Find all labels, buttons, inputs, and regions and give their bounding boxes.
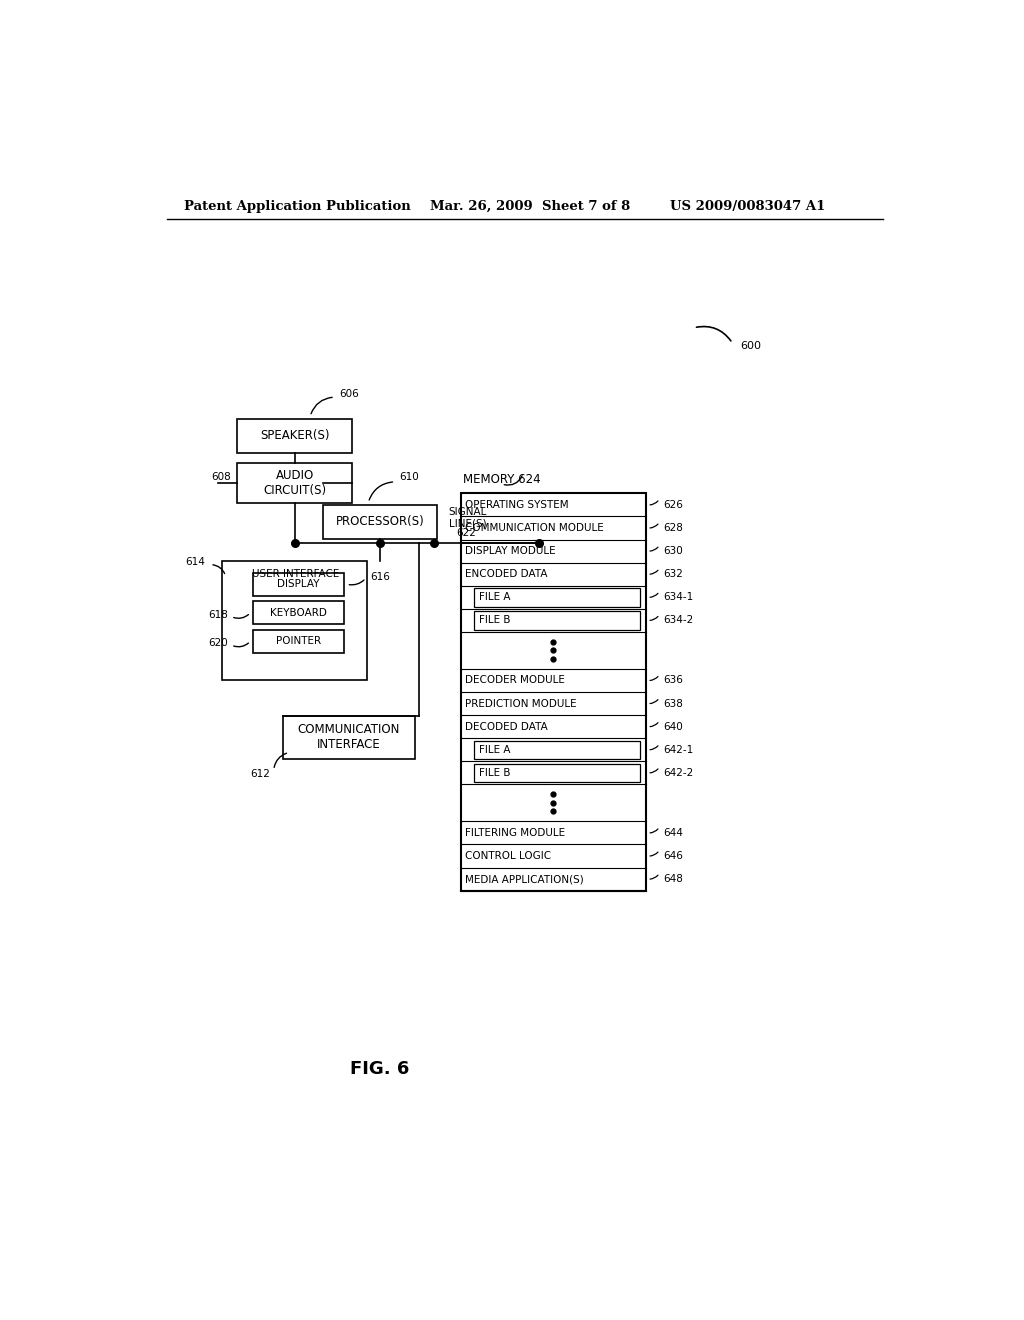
Text: Mar. 26, 2009  Sheet 7 of 8: Mar. 26, 2009 Sheet 7 of 8	[430, 199, 631, 213]
Text: FILTERING MODULE: FILTERING MODULE	[465, 828, 565, 838]
Text: SIGNAL
LINE(S): SIGNAL LINE(S)	[449, 507, 487, 529]
Bar	[222, 561, 368, 680]
Text: 622: 622	[457, 528, 476, 539]
Text: 642-1: 642-1	[663, 744, 693, 755]
Text: 648: 648	[663, 874, 683, 884]
Text: 618: 618	[208, 610, 227, 620]
Text: 628: 628	[663, 523, 683, 533]
Text: 630: 630	[663, 546, 683, 556]
Text: FILE B: FILE B	[479, 615, 511, 626]
Text: 614: 614	[185, 557, 205, 568]
Text: FIG. 6: FIG. 6	[350, 1060, 410, 1077]
Text: 620: 620	[208, 639, 227, 648]
Text: 636: 636	[663, 676, 683, 685]
Bar	[283, 717, 415, 759]
Text: DISPLAY: DISPLAY	[278, 579, 319, 589]
Text: 600: 600	[740, 342, 761, 351]
Text: FILE A: FILE A	[479, 593, 511, 602]
Text: COMMUNICATION MODULE: COMMUNICATION MODULE	[465, 523, 604, 533]
Text: 616: 616	[370, 572, 390, 582]
Text: 644: 644	[663, 828, 683, 838]
Bar	[253, 573, 344, 595]
Bar	[474, 611, 640, 630]
Bar	[474, 741, 640, 759]
Text: FILE B: FILE B	[479, 768, 511, 777]
Bar	[474, 589, 640, 607]
Text: MEMORY 624: MEMORY 624	[463, 473, 541, 486]
Text: 634-1: 634-1	[663, 593, 693, 602]
Bar	[323, 506, 437, 539]
Text: 626: 626	[663, 500, 683, 510]
Text: 638: 638	[663, 698, 683, 709]
Text: 608: 608	[211, 473, 231, 482]
Text: 640: 640	[663, 722, 683, 731]
Bar	[474, 763, 640, 781]
Bar	[461, 494, 646, 891]
Text: 612: 612	[251, 770, 270, 779]
Bar	[238, 418, 352, 453]
Text: PREDICTION MODULE: PREDICTION MODULE	[465, 698, 577, 709]
Text: 606: 606	[339, 389, 358, 399]
Text: AUDIO
CIRCUIT(S): AUDIO CIRCUIT(S)	[263, 470, 327, 498]
Text: OPERATING SYSTEM: OPERATING SYSTEM	[465, 500, 568, 510]
Text: KEYBOARD: KEYBOARD	[270, 607, 327, 618]
Text: SPEAKER(S): SPEAKER(S)	[260, 429, 330, 442]
Text: US 2009/0083047 A1: US 2009/0083047 A1	[671, 199, 826, 213]
Text: 642-2: 642-2	[663, 768, 693, 777]
Text: DECODED DATA: DECODED DATA	[465, 722, 548, 731]
Bar	[238, 463, 352, 503]
Text: CONTROL LOGIC: CONTROL LOGIC	[465, 851, 551, 861]
Text: COMMUNICATION
INTERFACE: COMMUNICATION INTERFACE	[298, 723, 400, 751]
Text: FILE A: FILE A	[479, 744, 511, 755]
Text: 646: 646	[663, 851, 683, 861]
Text: POINTER: POINTER	[275, 636, 322, 647]
Text: MEDIA APPLICATION(S): MEDIA APPLICATION(S)	[465, 874, 584, 884]
Text: DECODER MODULE: DECODER MODULE	[465, 676, 565, 685]
Text: DISPLAY MODULE: DISPLAY MODULE	[465, 546, 556, 556]
Text: Patent Application Publication: Patent Application Publication	[183, 199, 411, 213]
Text: USER INTERFACE: USER INTERFACE	[253, 569, 340, 579]
Text: 634-2: 634-2	[663, 615, 693, 626]
Text: PROCESSOR(S): PROCESSOR(S)	[336, 515, 424, 528]
Text: ENCODED DATA: ENCODED DATA	[465, 569, 548, 579]
Text: 632: 632	[663, 569, 683, 579]
Bar	[253, 601, 344, 624]
Text: 610: 610	[399, 473, 419, 482]
Bar	[253, 630, 344, 653]
